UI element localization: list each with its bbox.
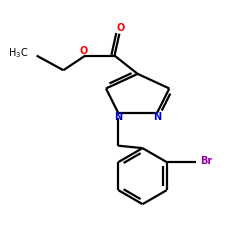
Text: H$_3$C: H$_3$C — [8, 46, 28, 60]
Text: N: N — [114, 112, 122, 122]
Text: N: N — [153, 112, 161, 122]
Text: O: O — [80, 46, 88, 56]
Text: Br: Br — [200, 156, 212, 166]
Text: O: O — [116, 22, 125, 32]
